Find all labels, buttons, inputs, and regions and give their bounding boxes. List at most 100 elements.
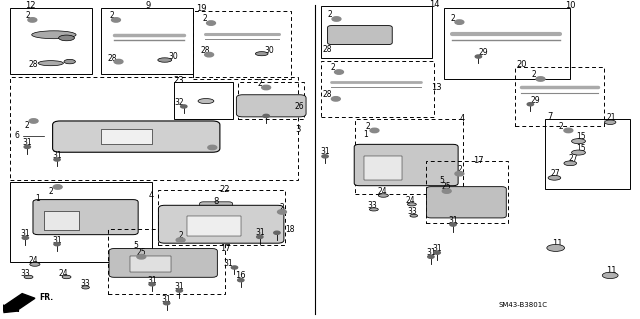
- Text: 31: 31: [147, 276, 157, 285]
- Text: 31: 31: [448, 216, 458, 225]
- Circle shape: [176, 289, 182, 292]
- Ellipse shape: [547, 244, 564, 251]
- Circle shape: [442, 189, 451, 193]
- Text: 11: 11: [552, 239, 563, 248]
- Text: 33: 33: [20, 269, 30, 278]
- Ellipse shape: [602, 272, 618, 278]
- Circle shape: [263, 114, 269, 117]
- Ellipse shape: [158, 58, 172, 62]
- Bar: [187, 216, 241, 236]
- Text: 2: 2: [25, 121, 29, 130]
- Text: 2: 2: [178, 231, 183, 241]
- Bar: [101, 8, 193, 74]
- Ellipse shape: [408, 203, 416, 206]
- Text: 2: 2: [451, 13, 456, 23]
- Circle shape: [564, 128, 573, 133]
- Text: 27: 27: [568, 154, 579, 163]
- Text: 5: 5: [134, 241, 139, 250]
- Text: 11: 11: [606, 266, 617, 275]
- Bar: [44, 211, 79, 230]
- Circle shape: [176, 238, 185, 242]
- FancyBboxPatch shape: [426, 187, 506, 218]
- FancyArrow shape: [3, 293, 35, 313]
- Text: 25: 25: [442, 182, 452, 191]
- Text: 19: 19: [196, 4, 207, 13]
- Ellipse shape: [198, 99, 214, 104]
- Bar: [444, 8, 570, 79]
- Circle shape: [22, 236, 29, 239]
- Text: 25: 25: [136, 248, 146, 257]
- Bar: [237, 82, 304, 119]
- Ellipse shape: [564, 161, 577, 166]
- Ellipse shape: [255, 52, 268, 56]
- Text: 16: 16: [236, 271, 246, 280]
- Bar: [10, 182, 152, 262]
- Text: 28: 28: [108, 54, 117, 63]
- Circle shape: [208, 145, 217, 150]
- FancyBboxPatch shape: [200, 202, 232, 215]
- Circle shape: [332, 17, 341, 21]
- Circle shape: [262, 85, 271, 90]
- Ellipse shape: [38, 61, 63, 66]
- Text: 2: 2: [280, 203, 284, 212]
- Bar: [101, 129, 152, 144]
- Text: 31: 31: [20, 229, 30, 238]
- Text: 31: 31: [255, 228, 264, 237]
- Text: 31: 31: [320, 147, 330, 156]
- Circle shape: [28, 18, 36, 22]
- Text: 7: 7: [547, 112, 552, 121]
- Circle shape: [278, 210, 287, 214]
- Circle shape: [114, 59, 123, 64]
- Bar: [321, 61, 434, 117]
- Bar: [364, 156, 403, 180]
- FancyBboxPatch shape: [33, 200, 138, 235]
- Circle shape: [257, 235, 263, 239]
- Text: 2: 2: [532, 70, 536, 79]
- Circle shape: [322, 155, 328, 158]
- Text: 15: 15: [576, 132, 586, 141]
- Bar: [174, 82, 232, 119]
- Text: 2: 2: [457, 165, 462, 174]
- Text: 17: 17: [220, 244, 230, 253]
- Circle shape: [207, 21, 216, 25]
- Text: 31: 31: [52, 235, 62, 245]
- Text: 2: 2: [330, 63, 335, 72]
- Bar: [108, 229, 225, 294]
- Text: 12: 12: [26, 1, 36, 10]
- Bar: [426, 161, 508, 223]
- Ellipse shape: [32, 31, 76, 39]
- Text: 28: 28: [323, 90, 332, 99]
- FancyBboxPatch shape: [354, 144, 458, 186]
- Circle shape: [111, 18, 120, 22]
- Circle shape: [54, 242, 60, 246]
- Text: 2: 2: [558, 122, 563, 131]
- Text: 23: 23: [173, 76, 184, 85]
- Text: 29: 29: [479, 48, 488, 57]
- Text: 28: 28: [323, 45, 332, 54]
- Circle shape: [527, 103, 534, 106]
- Text: 2: 2: [26, 11, 30, 20]
- Text: 3: 3: [296, 125, 301, 134]
- Text: 18: 18: [285, 225, 295, 234]
- Text: 1: 1: [364, 130, 368, 139]
- Circle shape: [455, 172, 464, 176]
- Ellipse shape: [62, 275, 71, 279]
- Text: FR.: FR.: [39, 293, 53, 302]
- Ellipse shape: [369, 208, 378, 211]
- Text: 33: 33: [81, 279, 90, 288]
- FancyBboxPatch shape: [52, 121, 220, 152]
- Circle shape: [434, 251, 440, 254]
- Circle shape: [370, 128, 379, 133]
- Text: 4: 4: [149, 191, 154, 200]
- Ellipse shape: [410, 214, 417, 217]
- Text: 2: 2: [327, 10, 332, 19]
- Text: 15: 15: [576, 144, 586, 153]
- Ellipse shape: [64, 59, 76, 64]
- Text: 9: 9: [145, 1, 150, 10]
- Text: 28: 28: [201, 46, 211, 55]
- Ellipse shape: [82, 286, 90, 289]
- Text: 14: 14: [429, 0, 439, 9]
- Text: 30: 30: [264, 46, 274, 55]
- Bar: [355, 119, 463, 194]
- Text: 2: 2: [257, 78, 262, 88]
